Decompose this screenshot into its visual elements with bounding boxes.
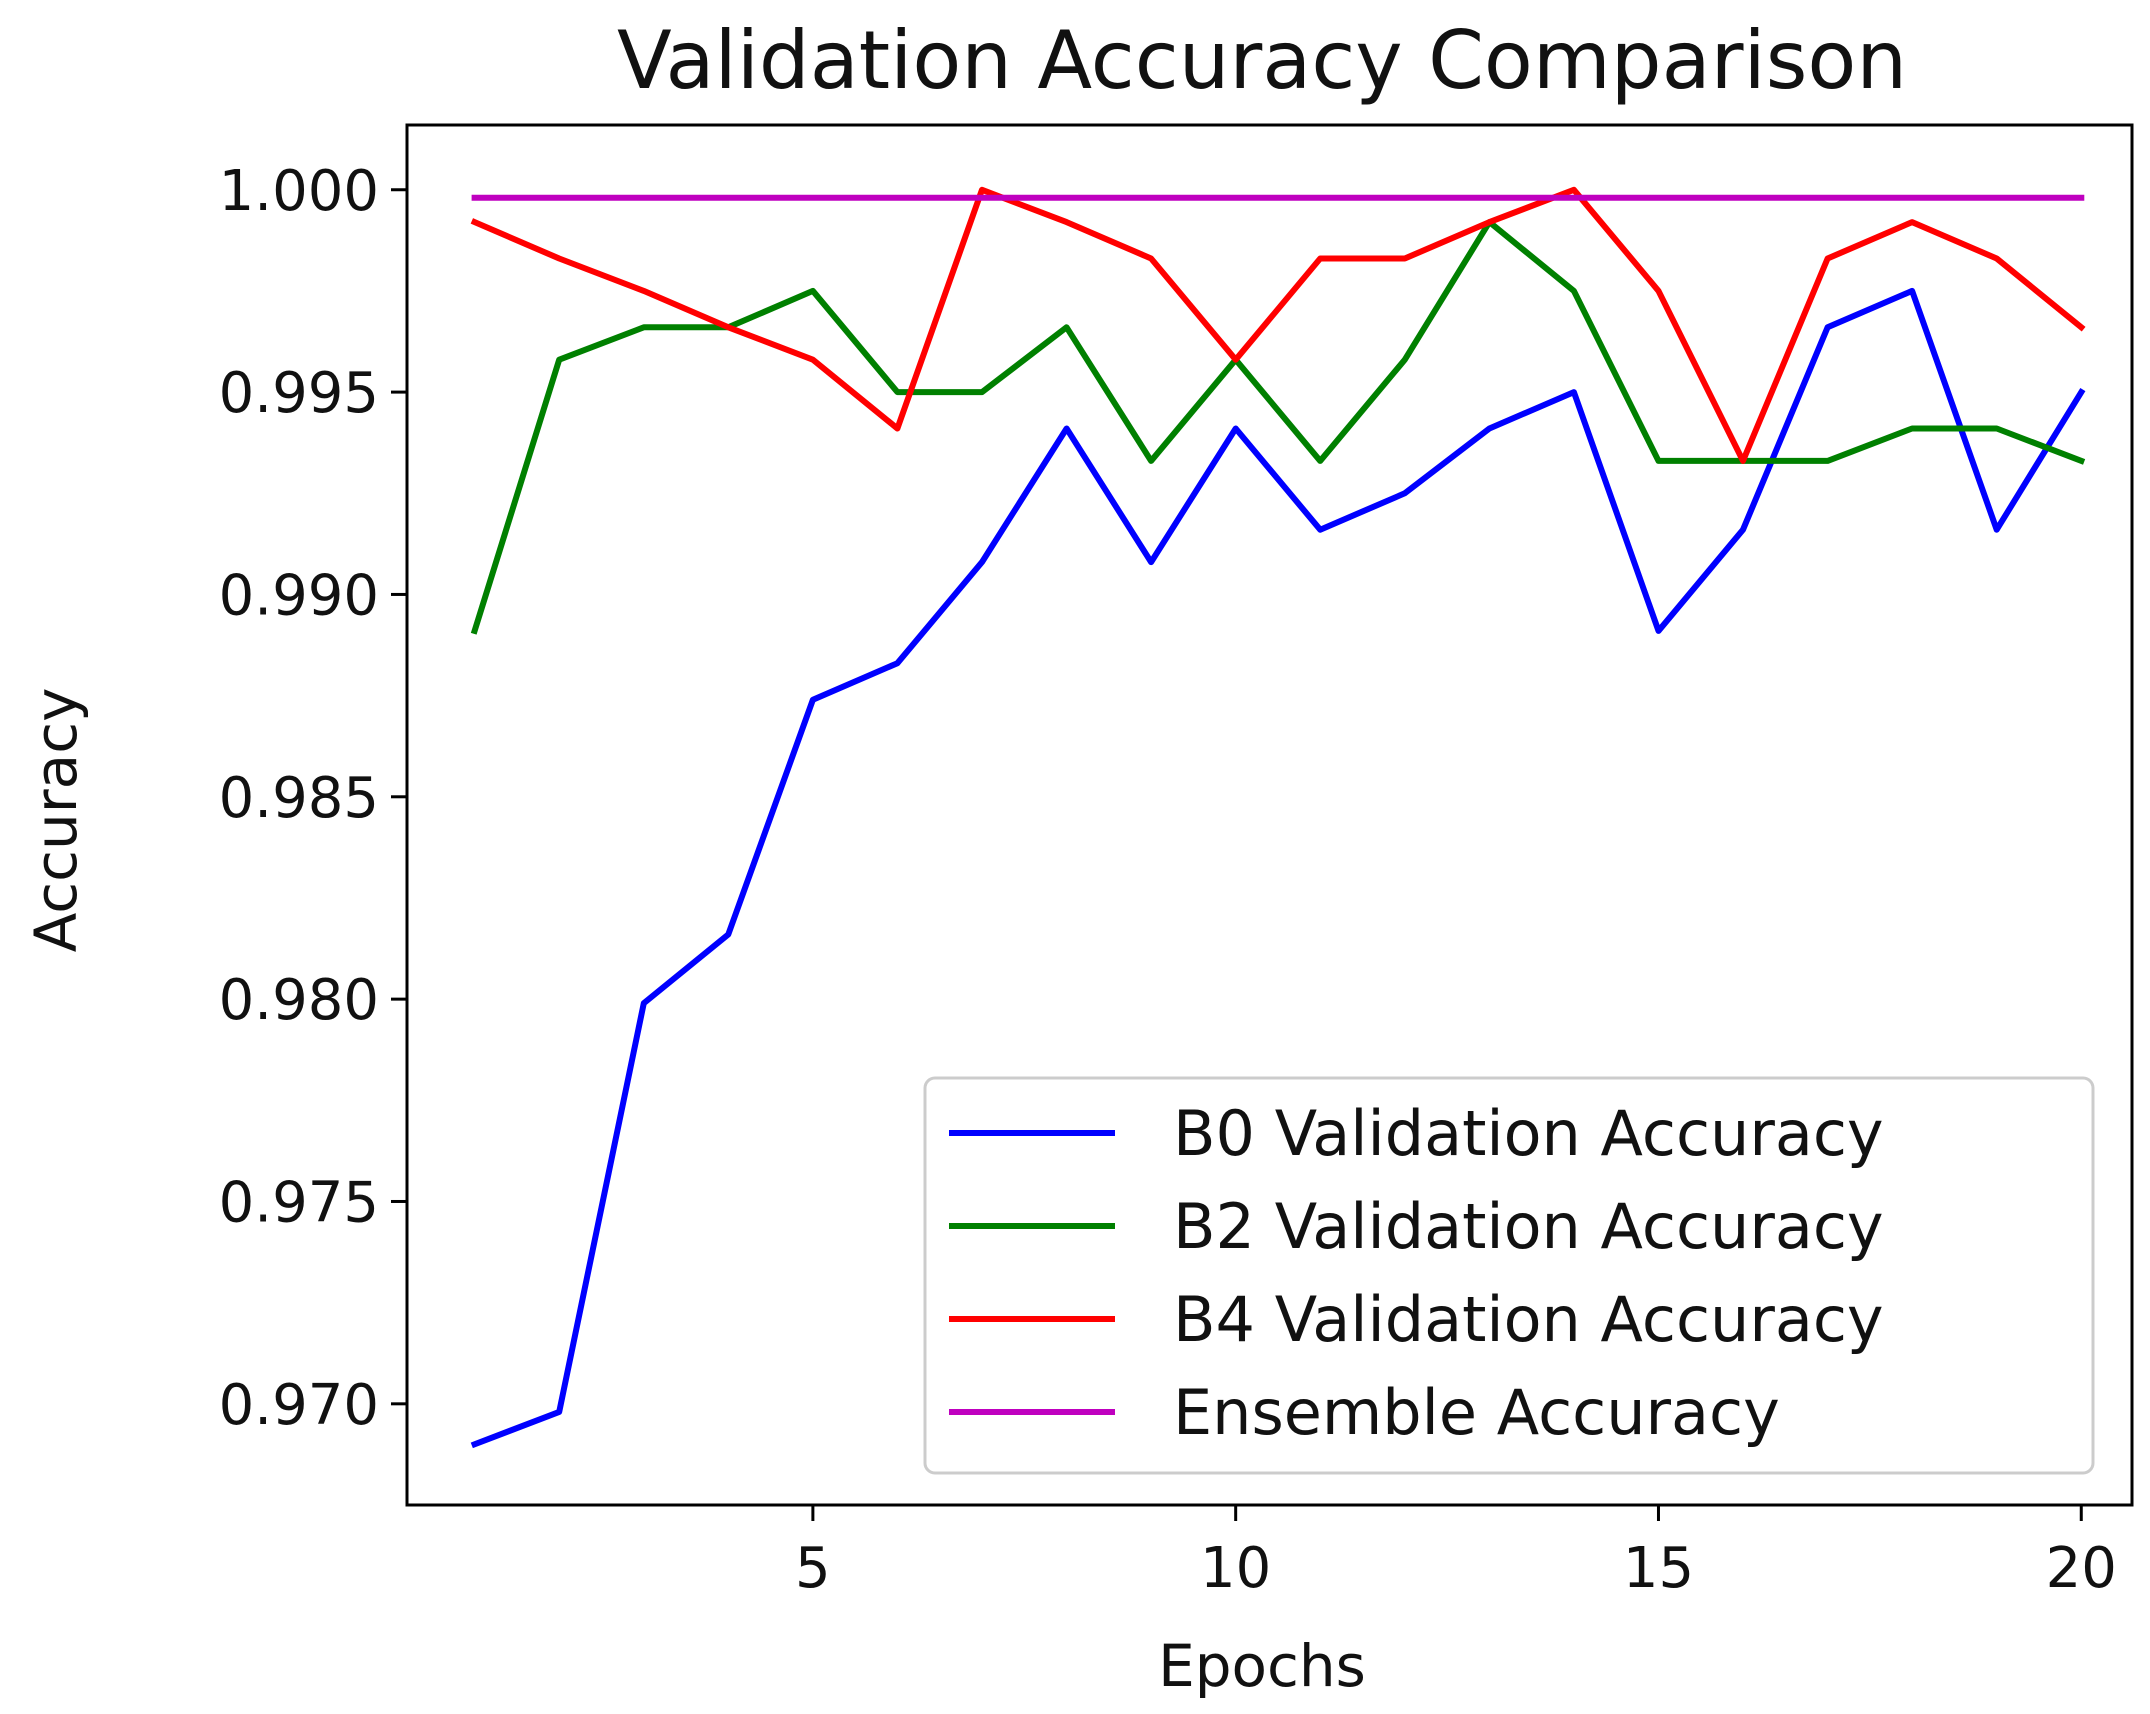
- y-tick-label: 0.970: [219, 1373, 379, 1438]
- series-line-1: [470, 219, 2086, 635]
- x-tick-label: 10: [1200, 1536, 1271, 1601]
- legend-label-2: B4 Validation Accuracy: [1173, 1283, 1884, 1356]
- plot-frame: [405, 123, 2134, 1507]
- ticks-layer: 5 10 15 20 0.970 0.975 0.980 0.985 0.990 0.995 1.0…: [219, 159, 2117, 1601]
- legend: B0 Validation Accuracy B2 Validation Accu…: [923, 1076, 2095, 1475]
- x-tick-label: 15: [1623, 1536, 1694, 1601]
- series-line-0: [470, 287, 2086, 1449]
- y-tick-label: 1.000: [219, 159, 379, 224]
- x-axis-label: Epochs: [1158, 1632, 1366, 1700]
- y-axis-label-group: Accuracy: [22, 688, 90, 953]
- y-tick-label: 0.980: [219, 968, 379, 1033]
- x-tick-label: 20: [2046, 1536, 2117, 1601]
- y-tick-label: 0.975: [219, 1170, 379, 1235]
- legend-label-1: B2 Validation Accuracy: [1173, 1190, 1884, 1263]
- y-tick-label: 0.995: [219, 361, 379, 426]
- x-tick-label: 5: [795, 1536, 831, 1601]
- chart-title: Validation Accuracy Comparison: [617, 14, 1907, 107]
- y-tick-label: 0.990: [219, 563, 379, 628]
- y-axis-label: Accuracy: [22, 688, 90, 953]
- legend-label-0: B0 Validation Accuracy: [1173, 1097, 1884, 1170]
- y-tick-label: 0.985: [219, 766, 379, 831]
- legend-box: [923, 1076, 2095, 1475]
- legend-label-3: Ensemble Accuracy: [1173, 1376, 1780, 1449]
- series-layer: [470, 186, 2086, 1449]
- series-line-2: [470, 186, 2086, 464]
